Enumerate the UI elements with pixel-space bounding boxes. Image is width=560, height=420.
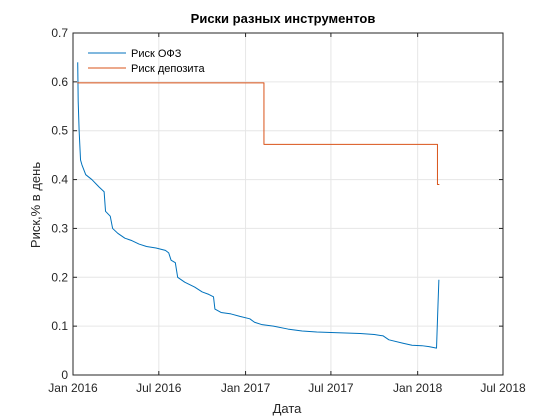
x-tick-label: Jan 2017 [221, 381, 271, 395]
ticks: Jan 2016 Jul 2016 Jan 2017 Jul 2017 Jan 2018… [48, 26, 526, 395]
plot-frame [72, 32, 504, 376]
x-tick-label: Jan 2016 [48, 381, 98, 395]
y-tick-label: 0 [61, 368, 68, 382]
x-tick-label: Jul 2017 [308, 381, 354, 395]
y-tick-label: 0.6 [51, 75, 68, 89]
series-layer [77, 62, 440, 349]
legend: Риск ОФЗ Риск депозита [88, 48, 205, 75]
y-tick-label: 0.1 [51, 319, 68, 333]
plot-area [73, 33, 503, 375]
y-tick-label: 0.7 [51, 26, 68, 40]
y-tick-label: 0.5 [51, 124, 68, 138]
x-axis-label: Дата [273, 401, 303, 416]
legend-label-0: Риск ОФЗ [131, 48, 182, 60]
y-tick-label: 0.4 [51, 173, 68, 187]
x-tick-label: Jul 2016 [136, 381, 182, 395]
series-line-1 [77, 82, 440, 185]
y-axis-label: Риск,% в день [28, 162, 43, 248]
y-tick-label: 0.2 [51, 270, 68, 284]
legend-label-1: Риск депозита [131, 63, 205, 75]
x-tick-label: Jul 2018 [480, 381, 526, 395]
y-tick-label: 0.3 [51, 221, 68, 235]
x-tick-label: Jan 2018 [393, 381, 443, 395]
chart-title: Риски разных инструментов [191, 11, 376, 26]
series-line-0 [77, 62, 440, 349]
